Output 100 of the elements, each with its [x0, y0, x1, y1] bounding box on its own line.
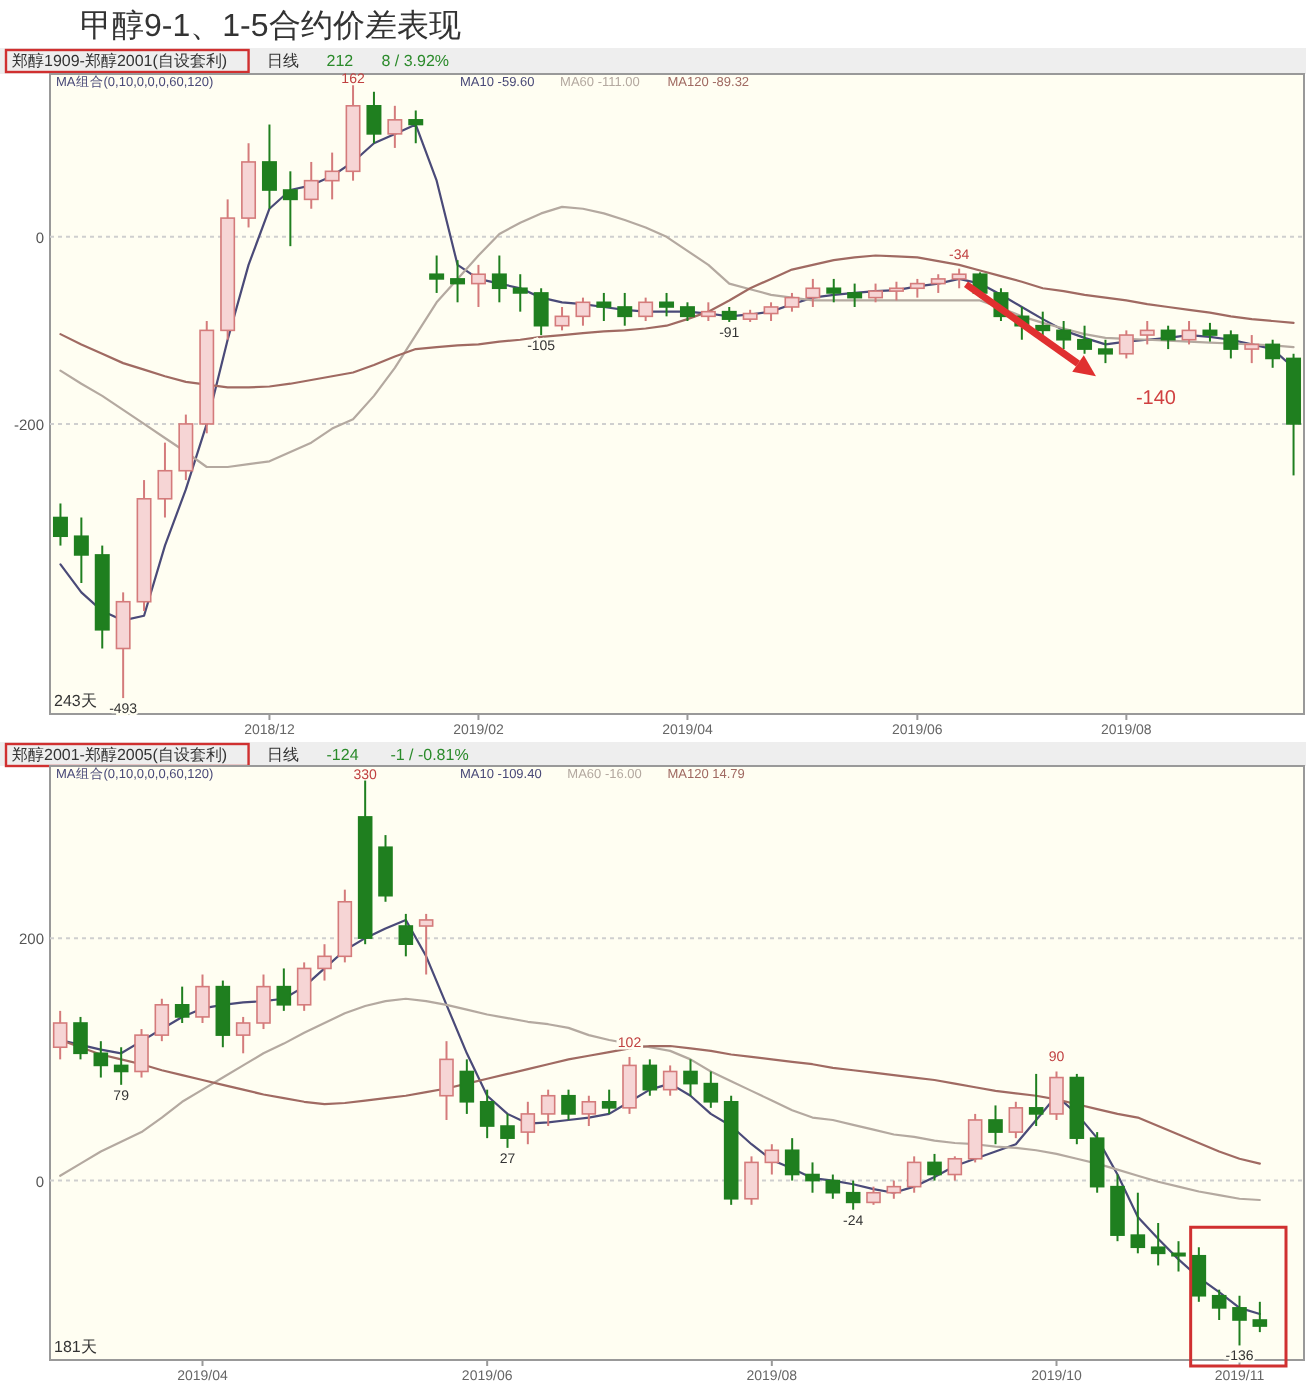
- candlestick: [575, 296, 591, 327]
- candlestick: [642, 1058, 658, 1097]
- candlestick: [512, 273, 528, 313]
- text: -1 / -0.81%: [390, 746, 469, 764]
- candlestick: [1191, 1246, 1207, 1303]
- text: -124: [326, 746, 360, 764]
- candlestick: [500, 1112, 515, 1149]
- candlestick: [1049, 1070, 1064, 1121]
- candlestick: [115, 591, 131, 700]
- candlestick: [1232, 1294, 1247, 1347]
- candlestick: [805, 277, 821, 308]
- candlestick: [927, 1152, 942, 1182]
- candlestick: [113, 1046, 129, 1086]
- candlestick: [1244, 334, 1260, 365]
- candlestick: [1056, 320, 1072, 351]
- candlestick: [296, 961, 312, 1012]
- candlestick: [763, 301, 779, 323]
- candlestick: [1160, 324, 1176, 351]
- candlestick: [764, 1143, 780, 1176]
- line-series: [59, 205, 1295, 469]
- candlestick: [700, 301, 716, 323]
- candlestick: [450, 259, 466, 304]
- candlestick: [1223, 329, 1239, 360]
- candlestick: [554, 305, 570, 332]
- candlestick: [317, 943, 332, 982]
- candlestick: [930, 273, 946, 294]
- candlestick: [520, 1100, 536, 1146]
- candlestick: [479, 1088, 495, 1140]
- candlestick: [683, 1058, 698, 1097]
- chart-subtitle: 郑醇1909-郑醇2001(自设套利): [12, 52, 228, 70]
- candlestick: [866, 1185, 881, 1206]
- candlestick: [540, 1088, 556, 1128]
- candlestick: [1265, 338, 1281, 369]
- text: 日线: [266, 52, 299, 70]
- candlestick: [324, 151, 340, 201]
- candlestick: [1130, 1191, 1146, 1255]
- candlestick: [178, 413, 194, 482]
- candlestick: [439, 1040, 454, 1121]
- chart-title: 甲醇9-1、1-5合约价差表现: [80, 8, 461, 44]
- candlestick: [679, 301, 695, 323]
- candlestick: [845, 1179, 861, 1211]
- candlestick: [470, 263, 486, 308]
- chart-subtitle: 郑醇2001-郑醇2005(自设套利): [12, 746, 228, 764]
- candlestick: [418, 912, 434, 976]
- candlestick: [157, 441, 173, 519]
- candlestick: [601, 1088, 617, 1115]
- candlestick: [947, 1155, 963, 1182]
- candlestick: [52, 1009, 68, 1061]
- candlestick: [93, 1040, 109, 1079]
- candlestick: [459, 1058, 475, 1115]
- candlestick: [1118, 329, 1134, 360]
- candlestick: [1139, 320, 1155, 346]
- candlestick: [398, 912, 414, 958]
- candlestick: [951, 267, 967, 290]
- candlestick: [888, 280, 904, 302]
- candlestick: [1028, 1072, 1044, 1128]
- candlestick: [1150, 1222, 1166, 1267]
- candlestick: [744, 1155, 759, 1206]
- candlestick: [261, 123, 277, 210]
- candlestick: [256, 973, 271, 1031]
- candlestick: [784, 291, 800, 313]
- candlestick: [1202, 321, 1218, 343]
- candlestick: [826, 277, 842, 304]
- candlestick: [1077, 324, 1093, 355]
- candlestick: [596, 291, 612, 323]
- candlestick: [886, 1179, 902, 1200]
- candlestick: [1181, 320, 1197, 346]
- candlestick: [533, 287, 549, 337]
- candlestick: [662, 1064, 678, 1097]
- candlestick: [622, 1055, 637, 1115]
- candlestick: [909, 277, 925, 299]
- candlestick: [1252, 1300, 1268, 1334]
- candlestick: [195, 973, 210, 1024]
- candlestick: [868, 282, 884, 304]
- candlestick: [638, 296, 654, 323]
- candlestick: [784, 1137, 800, 1182]
- candlestick: [303, 160, 319, 210]
- candlestick: [387, 104, 403, 149]
- candlestick: [276, 967, 292, 1012]
- candlestick: [581, 1094, 597, 1128]
- candlestick: [1008, 1100, 1024, 1140]
- candlestick: [805, 1161, 820, 1194]
- candlestick: [408, 109, 424, 145]
- candlestick: [825, 1173, 841, 1200]
- text: 212: [326, 52, 355, 70]
- candlestick: [491, 254, 507, 304]
- annotation: 243天: [54, 692, 97, 710]
- annotation: 181天: [54, 1338, 97, 1356]
- annotation: -140: [1135, 388, 1177, 411]
- candlestick: [366, 90, 382, 145]
- candlestick: [52, 502, 68, 547]
- candlestick: [659, 291, 675, 318]
- candlestick: [703, 1070, 719, 1109]
- candlestick: [988, 1104, 1003, 1146]
- candlestick: [1097, 338, 1113, 365]
- text: 8 / 3.92%: [381, 52, 450, 70]
- candlestick: [967, 1112, 983, 1164]
- candlestick: [1035, 310, 1051, 341]
- candlestick: [847, 282, 863, 308]
- candlestick: [154, 997, 170, 1043]
